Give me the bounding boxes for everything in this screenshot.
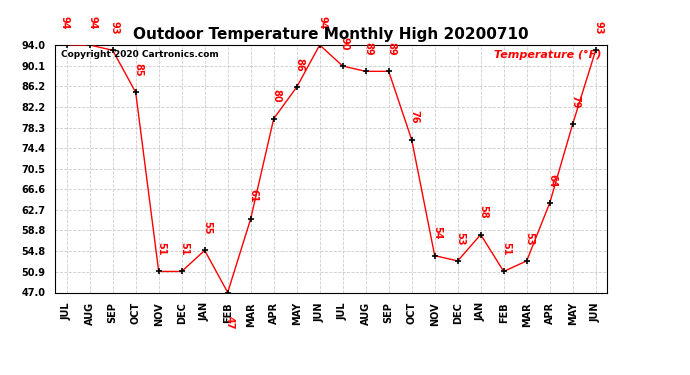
Text: 94: 94: [317, 16, 327, 29]
Text: 55: 55: [202, 221, 212, 235]
Text: 64: 64: [547, 174, 557, 187]
Text: 51: 51: [156, 242, 166, 256]
Text: 89: 89: [386, 42, 396, 56]
Text: 94: 94: [87, 16, 97, 29]
Text: 85: 85: [133, 63, 143, 76]
Text: 79: 79: [570, 95, 580, 108]
Title: Outdoor Temperature Monthly High 20200710: Outdoor Temperature Monthly High 2020071…: [133, 27, 529, 42]
Text: 86: 86: [294, 58, 304, 71]
Text: 47: 47: [225, 316, 235, 329]
Text: 53: 53: [524, 232, 534, 245]
Text: 53: 53: [455, 232, 465, 245]
Text: 51: 51: [179, 242, 189, 256]
Text: 61: 61: [248, 189, 258, 203]
Text: 93: 93: [593, 21, 603, 34]
Text: Copyright 2020 Cartronics.com: Copyright 2020 Cartronics.com: [61, 50, 219, 59]
Text: 90: 90: [340, 37, 350, 50]
Text: 89: 89: [363, 42, 373, 56]
Text: 93: 93: [110, 21, 120, 34]
Text: 54: 54: [432, 226, 442, 240]
Text: 51: 51: [501, 242, 511, 256]
Text: 94: 94: [59, 16, 70, 29]
Text: 58: 58: [478, 205, 488, 219]
Text: 76: 76: [409, 111, 419, 124]
Text: 80: 80: [271, 89, 281, 103]
Text: Temperature (°F): Temperature (°F): [494, 50, 602, 60]
